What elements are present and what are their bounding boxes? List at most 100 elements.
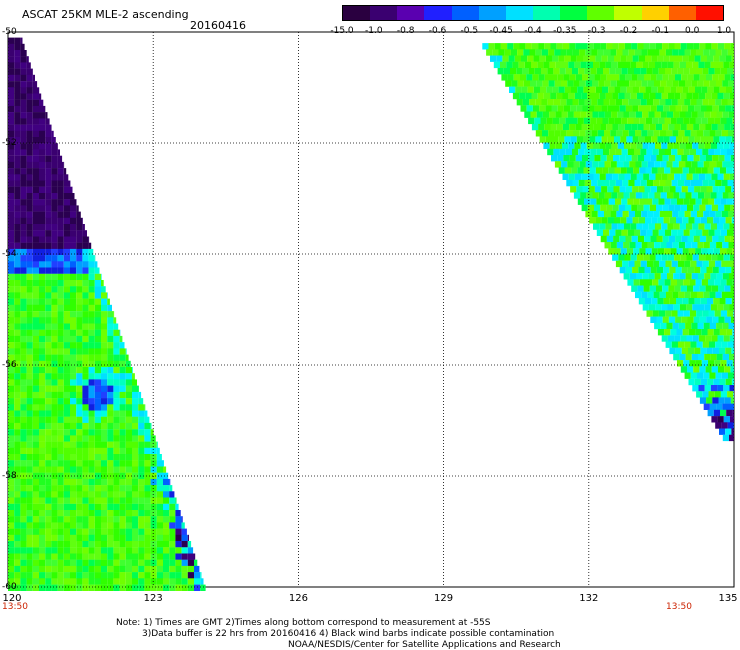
- swath-cell: [726, 360, 733, 367]
- swath-cell: [138, 578, 145, 585]
- swath-cell: [63, 547, 70, 554]
- swath-cell: [163, 460, 164, 467]
- swath-cell: [596, 68, 603, 75]
- swath-cell: [76, 217, 83, 225]
- swath-cell: [725, 428, 732, 435]
- swath-cell: [39, 304, 46, 312]
- swath-cell: [543, 61, 550, 69]
- swath-cell: [683, 229, 690, 236]
- swath-cell: [599, 223, 606, 230]
- colorbar-tick-label: -0.2: [619, 26, 638, 36]
- swath-cell: [587, 92, 594, 100]
- swath-cell: [600, 43, 607, 50]
- swath-cell: [163, 478, 170, 486]
- swath-cell: [670, 167, 677, 174]
- swath-cell: [652, 117, 659, 125]
- swath-cell: [620, 217, 627, 224]
- swath-cell: [94, 491, 101, 498]
- swath-cell: [107, 360, 114, 368]
- swath-cell: [708, 179, 716, 187]
- swath-cell: [676, 217, 683, 224]
- swath-cell: [603, 148, 610, 156]
- swath-cell: [39, 224, 46, 231]
- swath-cell: [625, 74, 632, 81]
- swath-cell: [119, 342, 125, 349]
- swath-cell: [597, 99, 604, 106]
- swath-cell: [655, 223, 662, 230]
- swath-cell: [88, 379, 95, 386]
- swath-cell: [20, 143, 27, 150]
- swath-cell: [729, 353, 734, 361]
- swath-cell: [32, 224, 39, 231]
- swath-cell: [8, 155, 15, 163]
- swath-cell: [101, 454, 108, 461]
- swath-cell: [679, 273, 686, 280]
- swath-cell: [539, 55, 546, 62]
- swath-cell: [119, 335, 123, 343]
- swath-cell: [8, 87, 15, 94]
- swath-cell: [8, 248, 15, 256]
- swath-cell: [719, 167, 727, 174]
- swath-cell: [63, 180, 70, 187]
- swath-cell: [728, 161, 734, 168]
- swath-cell: [625, 155, 632, 162]
- swath-cell: [668, 155, 675, 162]
- swath-cell: [76, 304, 83, 312]
- swath-cell: [652, 148, 659, 156]
- swath-cell: [709, 210, 716, 218]
- swath-cell: [724, 155, 731, 162]
- swath-cell: [728, 80, 734, 87]
- swath-cell: [594, 186, 602, 193]
- swath-cell: [572, 99, 579, 106]
- swath-cell: [663, 136, 670, 143]
- swath-cell: [57, 466, 64, 473]
- swath-cell: [656, 186, 664, 193]
- swath-cell: [705, 43, 712, 50]
- swath-cell: [723, 92, 730, 100]
- swath-cell: [70, 248, 77, 256]
- swath-cell: [113, 360, 120, 368]
- swath-cell: [57, 559, 64, 567]
- swath-cell: [57, 186, 64, 194]
- swath-cell: [728, 111, 734, 118]
- swath-cell: [686, 335, 693, 342]
- swath-cell: [76, 572, 83, 579]
- swath-cell: [150, 435, 156, 442]
- swath-cell: [70, 193, 75, 200]
- swath-cell: [566, 49, 573, 56]
- swath-cell: [676, 167, 683, 174]
- swath-cell: [731, 217, 734, 224]
- swath-cell: [728, 242, 734, 249]
- swath-cell: [88, 478, 95, 486]
- swath-cell: [610, 242, 617, 249]
- swath-cell: [724, 43, 731, 50]
- colorbar-tick-label: 1.0: [716, 26, 732, 36]
- swath-cell: [14, 503, 21, 511]
- swath-cell: [101, 572, 108, 579]
- swath-cell: [674, 173, 681, 180]
- swath-cell: [76, 553, 83, 560]
- swath-cell: [625, 235, 632, 243]
- swath-cell: [82, 547, 89, 554]
- swath-cell: [674, 43, 681, 50]
- swath-cell: [706, 266, 713, 274]
- swath-cell: [639, 248, 646, 255]
- swath-cell: [685, 242, 692, 249]
- swath-cell: [709, 372, 716, 379]
- swath-cell: [150, 497, 157, 504]
- swath-cell: [57, 367, 64, 374]
- swath-cell: [94, 435, 101, 442]
- swath-cell: [8, 441, 15, 448]
- swath-cell: [609, 68, 616, 75]
- swath-cell: [595, 136, 602, 143]
- swath-cell: [45, 118, 50, 125]
- swath-cell: [169, 485, 173, 492]
- swath-cell: [562, 43, 570, 50]
- swath-cell: [39, 186, 46, 194]
- swath-cell: [45, 578, 52, 585]
- swath-cell: [653, 130, 660, 137]
- swath-cell: [63, 578, 70, 585]
- swath-cell: [698, 335, 706, 342]
- swath-cell: [32, 317, 39, 324]
- swath-cell: [653, 210, 660, 218]
